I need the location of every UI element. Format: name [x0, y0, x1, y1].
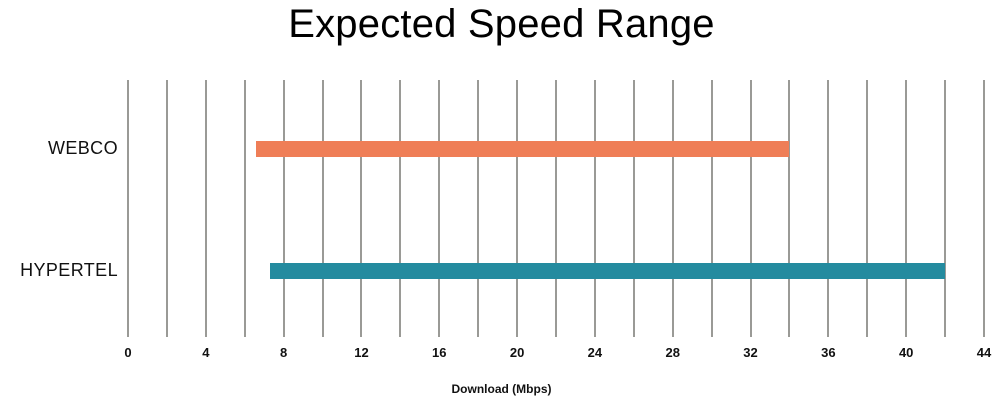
gridline [593, 80, 596, 337]
tick-label-24: 24 [587, 345, 603, 360]
range-bar-hypertel[interactable] [270, 263, 946, 279]
tick-label-12: 12 [354, 345, 369, 360]
tick-label-20: 20 [509, 345, 525, 360]
range-bar-webco[interactable] [256, 141, 790, 157]
tick-label-8: 8 [280, 345, 288, 360]
tick-label-40: 40 [898, 345, 914, 360]
gridline [788, 80, 791, 337]
tick-label-36: 36 [821, 345, 836, 360]
tick-label-4: 4 [202, 345, 210, 360]
tick-label-16: 16 [432, 345, 447, 360]
gridline [710, 80, 713, 337]
plot-area [127, 80, 985, 337]
gridline [827, 80, 830, 337]
gridline [866, 80, 869, 337]
tick-label-0: 0 [124, 345, 132, 360]
gridline [749, 80, 752, 337]
tick-label-32: 32 [743, 345, 758, 360]
gridline [127, 80, 129, 337]
gridline [243, 80, 246, 337]
category-label-webco: WEBCO [47, 138, 118, 158]
tick-label-28: 28 [665, 345, 680, 360]
gridline [477, 80, 480, 337]
gridline [632, 80, 635, 337]
gridline [905, 80, 908, 337]
gridline [360, 80, 363, 337]
gridline [282, 80, 285, 337]
gridline [671, 80, 674, 337]
gridline [516, 80, 519, 337]
chart-title: Expected Speed Range [288, 2, 715, 46]
tick-label-44: 44 [976, 345, 992, 360]
gridline [399, 80, 402, 337]
gridline [438, 80, 441, 337]
gridline [321, 80, 324, 337]
gridline [983, 80, 985, 337]
category-label-hypertel: HYPERTEL [20, 260, 118, 280]
gridline [165, 80, 168, 337]
gridline [555, 80, 557, 337]
gridline [944, 80, 947, 337]
gridline [204, 80, 207, 337]
x-axis-title: Download (Mbps) [451, 382, 552, 396]
